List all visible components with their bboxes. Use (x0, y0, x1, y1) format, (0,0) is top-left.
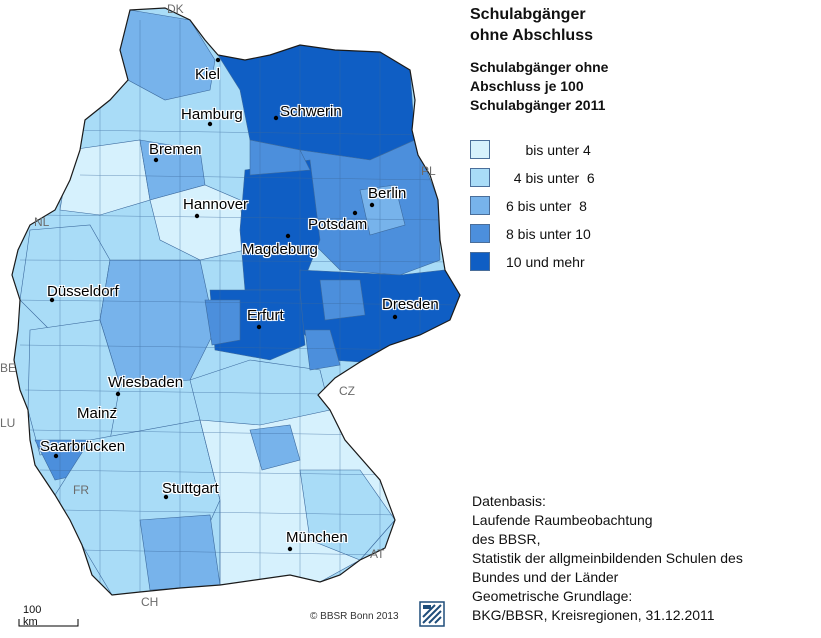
country-label-ch: CH (141, 595, 159, 609)
scale-label: 100 km (23, 604, 42, 628)
country-label-nl: NL (34, 215, 50, 229)
city-dot-duesseldorf (49, 297, 55, 303)
city-label-dresden: Dresden (382, 296, 439, 313)
source-line: Bundes und der Länder (472, 569, 619, 585)
country-label-be: BE (0, 361, 17, 375)
region-rheinland (27, 319, 121, 456)
region-northwest (59, 139, 151, 216)
source-line: des BBSR, (472, 531, 541, 547)
city-dot-magdeburg (285, 233, 291, 239)
map-title: Schulabgänger ohne Abschluss (470, 4, 593, 46)
source-line: Statistik der allgmeinbildenden Schulen … (472, 550, 743, 566)
legend-swatch (470, 140, 490, 159)
legend-label: 8 bis unter 10 (506, 226, 591, 242)
district-grid (14, 20, 460, 595)
legend-label: 10 und mehr (506, 254, 585, 270)
city-dot-mainz (112, 407, 118, 413)
city-label-wiesbaden: Wiesbaden (108, 374, 184, 391)
city-dot-hannover (194, 213, 200, 219)
city-label-erfurt: Erfurt (247, 307, 284, 324)
region-berlin-ring (359, 184, 406, 236)
map-subtitle-line-3: Schulabgänger 2011 (470, 97, 606, 113)
map-subtitle: Schulabgänger ohne Abschluss je 100 Schu… (470, 58, 608, 115)
legend-label: 4 bis unter 6 (506, 170, 595, 186)
city-dot-dresden (392, 314, 398, 320)
source-line: Laufende Raumbeobachtung (472, 512, 653, 528)
city-dot-potsdam (352, 210, 358, 216)
city-label-berlin: Berlin (368, 185, 407, 202)
map-title-line-1: Schulabgänger (470, 6, 586, 23)
city-label-magdeburg: Magdeburg (242, 241, 318, 258)
city-dot-erfurt (256, 324, 262, 330)
city-dot-wiesbaden (115, 391, 121, 397)
country-label-cz: CZ (339, 384, 355, 398)
legend-label: 6 bis unter 8 (506, 198, 587, 214)
scale-bar-line (18, 619, 79, 627)
city-dot-muenchen (287, 546, 293, 552)
region-leipzig (319, 279, 366, 321)
city-label-bremen: Bremen (149, 141, 202, 158)
source-line: Datenbasis: (472, 493, 546, 509)
city-label-stuttgart: Stuttgart (162, 480, 219, 497)
germany-map (11, 7, 461, 596)
source-line: Geometrische Grundlage: (472, 588, 633, 604)
country-label-lu: LU (0, 416, 16, 430)
legend-swatch (470, 252, 490, 271)
copyright: © BBSR Bonn 2013 (310, 611, 399, 622)
region-east-bavaria (299, 469, 396, 561)
map-subtitle-line-2: Abschluss je 100 (470, 78, 584, 94)
country-label-fr: FR (73, 483, 89, 497)
city-dot-berlin (369, 202, 375, 208)
city-label-schwerin: Schwerin (280, 103, 342, 120)
data-source: Datenbasis: Laufende Raumbeobachtung des… (472, 492, 743, 625)
city-label-hannover: Hannover (183, 196, 249, 213)
legend-swatch (470, 196, 490, 215)
country-label-pl: PL (421, 164, 436, 178)
city-dot-hamburg (207, 121, 213, 127)
bbsr-logo-icon (419, 601, 445, 627)
city-label-duesseldorf: Düsseldorf (47, 283, 119, 300)
legend-swatch (470, 168, 490, 187)
region-altmark (249, 139, 311, 176)
city-label-hamburg: Hamburg (181, 106, 243, 123)
city-label-kiel: Kiel (195, 66, 221, 83)
city-label-potsdam: Potsdam (308, 216, 368, 233)
country-label-dk: DK (167, 2, 184, 16)
city-dot-saarbruecken (53, 453, 59, 459)
city-dot-kiel (215, 57, 221, 63)
map-subtitle-line-1: Schulabgänger ohne (470, 59, 609, 75)
legend-swatch (470, 224, 490, 243)
source-line: BKG/BBSR, Kreisregionen, 31.12.2011 (472, 607, 715, 623)
region-west-thuringia (204, 299, 241, 346)
map-title-line-2: ohne Abschluss (470, 27, 593, 44)
city-dot-bremen (153, 157, 159, 163)
city-dot-stuttgart (163, 494, 169, 500)
city-dot-schwerin (273, 115, 279, 121)
germany-outline (11, 7, 461, 596)
legend-label: bis unter 4 (506, 142, 591, 158)
city-label-mainz: Mainz (77, 405, 118, 422)
city-label-saarbruecken: Saarbrücken (40, 438, 126, 455)
country-label-at: AT (370, 547, 385, 561)
city-label-muenchen: München (286, 529, 348, 546)
city-dots (49, 57, 398, 552)
